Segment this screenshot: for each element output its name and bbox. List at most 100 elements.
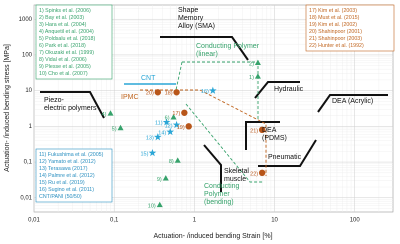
legend-entry: 8) Vidal et al. (2006)	[39, 57, 87, 63]
point-label: 21)	[250, 128, 258, 134]
region-label: Pneumatic	[268, 154, 302, 161]
point-label: 1)	[249, 75, 254, 81]
circle-point	[185, 123, 192, 130]
region-label: DEA (Acrylic)	[332, 98, 373, 105]
star-point	[148, 148, 157, 157]
region-outlines	[40, 36, 388, 192]
legend-entry: 13) Terasawa (2017)	[39, 166, 88, 172]
point-label: 19)	[177, 125, 185, 131]
region-line	[40, 91, 105, 119]
legend-entry: 2) Bay et al. (2003)	[39, 15, 84, 21]
triangle-point	[170, 114, 177, 120]
point-label: 10)	[148, 203, 156, 209]
circle-point	[258, 169, 266, 177]
point-label: 15)	[140, 151, 148, 157]
x-tick-label: 1	[193, 218, 197, 224]
circle-point	[154, 89, 162, 96]
region-dash	[140, 89, 267, 176]
x-tick-label: 10	[271, 218, 278, 224]
x-tick-label: 100	[350, 218, 361, 224]
point-label: 8)	[169, 159, 174, 165]
triangle-point	[156, 201, 163, 208]
x-axis-title: Actuation- /induced bending Strain [%]	[153, 233, 272, 240]
legend-entry: 17) Kim et al. (2003)	[309, 8, 357, 14]
circle-point	[173, 89, 180, 96]
legend-entry: 18) Must et al. (2015)	[309, 15, 360, 21]
point-label: 20)	[146, 91, 154, 97]
legend-entry: 9) Plesse et al. (2005)	[39, 64, 91, 70]
legend-entry: 16) Sugino et al. (2011)	[39, 187, 94, 193]
region-line	[317, 94, 388, 113]
region-label: Hydraulic	[274, 86, 304, 93]
legend-entry: 21) Shahinpoor (2003)	[309, 36, 362, 42]
region-label: electric polymers	[44, 105, 97, 112]
triangle-point	[117, 124, 124, 131]
point-label: 11)	[155, 121, 163, 127]
triangle-point	[107, 110, 114, 116]
region-line	[258, 139, 317, 167]
point-label: 16)	[201, 89, 209, 95]
region-line	[245, 121, 280, 150]
point-label: 22)	[250, 171, 258, 177]
region-line	[203, 144, 222, 192]
region-label: Memory	[178, 15, 204, 22]
region-dash	[185, 103, 264, 183]
point-label: 5)	[112, 126, 117, 132]
region-label: IPMC	[121, 94, 139, 101]
x-tick-label: 0,01	[28, 218, 40, 224]
point-label: 17)	[172, 111, 180, 117]
legend-entry: 19) Kim et al. (2002)	[309, 22, 357, 28]
region-label: (PDMS)	[262, 135, 287, 142]
legend-entry: 10) Cho et al. (2007)	[39, 71, 88, 77]
y-tick-label: 100	[22, 53, 33, 59]
star-point	[172, 120, 181, 129]
point-label: 9)	[157, 177, 162, 183]
region-label: (linear)	[196, 51, 218, 58]
x-tick-label: 0,1	[110, 218, 119, 224]
region-label: Conducting	[204, 183, 240, 190]
legend-entry: 3) Hara et al. (2004)	[39, 22, 87, 28]
star-point	[209, 86, 217, 94]
legend-entry: 11) Fukushima et al. (2005)	[39, 152, 104, 158]
legend-entry: 6) Park et al. (2018)	[39, 43, 86, 49]
region-line	[254, 81, 300, 99]
region-label: Shape	[178, 7, 198, 14]
legend-entry: 15) Ru et al. (2019)	[39, 180, 85, 186]
legend-box	[305, 4, 395, 52]
y-tick-label: 0,1	[24, 160, 33, 166]
point-label: 4)	[102, 112, 107, 118]
region-label: Alloy (SMA)	[178, 23, 215, 30]
star-point	[162, 118, 171, 126]
point-label: 14)	[158, 130, 166, 136]
point-label: 18)	[165, 91, 173, 97]
region-line	[160, 36, 249, 61]
star-point	[154, 133, 162, 141]
legend-entry: 4) Anquetil et al. (2004)	[39, 29, 94, 35]
triangle-point	[162, 175, 169, 181]
point-label: 13)	[146, 136, 154, 142]
marks	[107, 59, 266, 208]
y-tick-label: 0,01	[20, 195, 32, 201]
region-label: Piezo-	[44, 97, 65, 104]
triangle-point	[254, 59, 261, 66]
legend-entry: 20) Shahinpoor (2001)	[309, 29, 362, 35]
region-label: Skeletal	[224, 168, 249, 175]
region-label: muscle	[224, 176, 246, 183]
legend-entry: 1) Spinks et al. (2006)	[39, 8, 91, 14]
legend-box	[35, 4, 113, 80]
y-axis-title: Actuation- /induced bending stress [MPa]	[4, 44, 11, 172]
legend-box	[35, 148, 113, 203]
legend-entry: 14) Palmre et al. (2012)	[39, 173, 95, 179]
point-label: 12)	[165, 123, 173, 129]
legend-entry: 7) Okuzaki et al. (1999)	[39, 50, 94, 56]
legend-entry: 5) Poldsalu et al. (2018)	[39, 36, 95, 42]
point-label: 6)	[165, 116, 170, 122]
point-label: 2)	[249, 61, 254, 67]
region-label: DEA	[262, 127, 277, 134]
region-label: Polymer	[204, 191, 230, 198]
circle-point	[258, 126, 266, 134]
legend-entry: 12) Yamato et al. (2012)	[39, 159, 96, 165]
triangle-point	[254, 73, 261, 79]
